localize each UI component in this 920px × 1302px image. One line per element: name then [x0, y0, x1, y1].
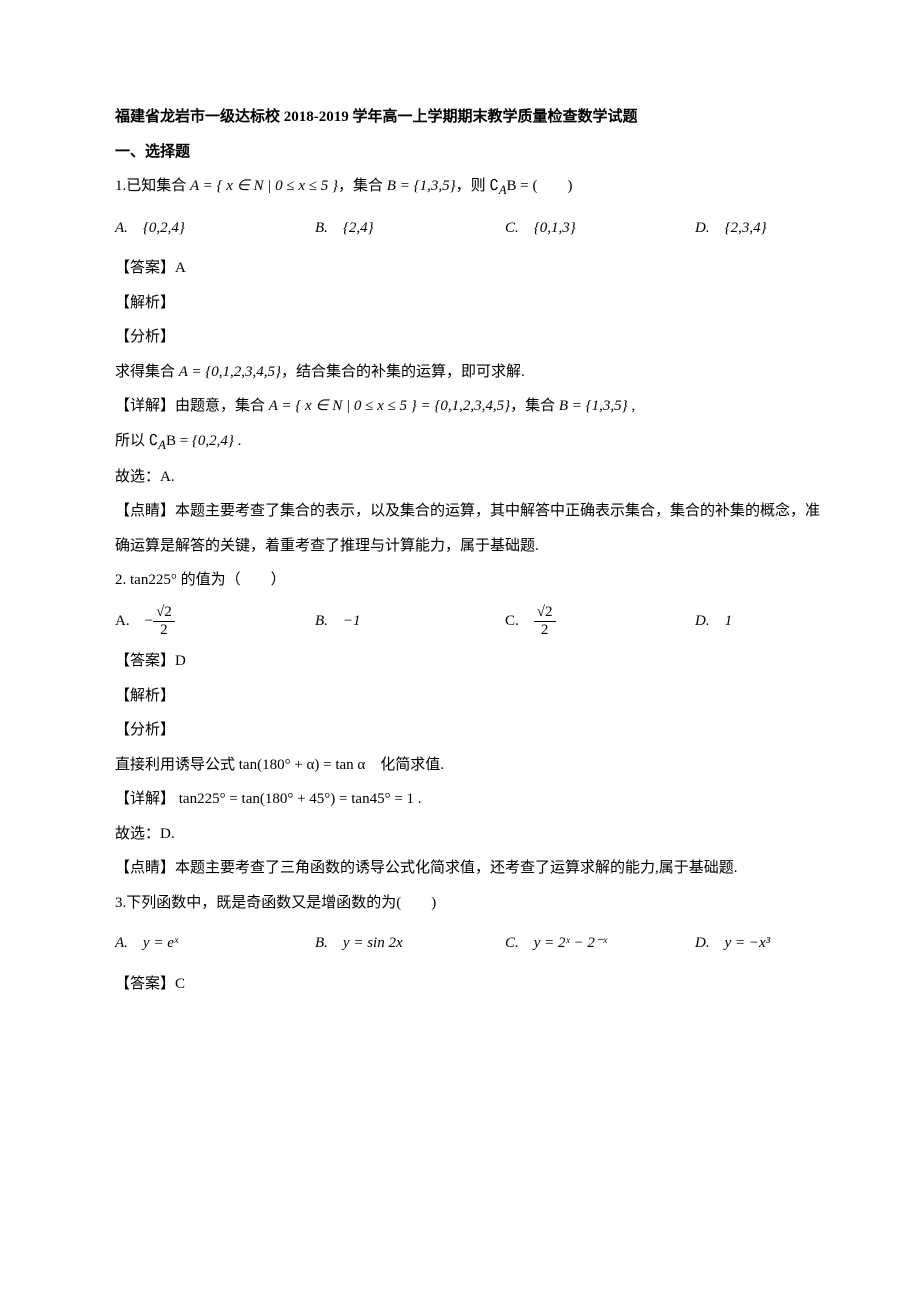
q1-fenxi: 【分析】 — [115, 320, 820, 355]
q3-answer: 【答案】C — [115, 967, 820, 1002]
q2-detail: 【详解】 tan225° = tan(180° + 45°) = tan45° … — [115, 782, 820, 817]
q1-so-set: {0,2,4} — [192, 433, 234, 449]
q2-c-num: √2 — [534, 604, 556, 622]
q2-dianjing: 【点睛】本题主要考查了三角函数的诱导公式化简求值，还考查了运算求解的能力,属于基… — [115, 851, 820, 886]
q2-fenxi-text: 直接利用诱导公式 tan(180° + α) = tan α 化简求值. — [115, 748, 820, 783]
q3-stem: 3.下列函数中，既是奇函数又是增函数的为( ) — [115, 886, 820, 921]
q1-detail-mid: ，集合 — [510, 398, 559, 414]
q2-opt-a-pre: A. — [115, 613, 145, 629]
q1-fenxi-post: ，结合集合的补集的运算，即可求解. — [281, 364, 525, 380]
q1-stem-end: B = ( ) — [507, 178, 573, 194]
q2-fenxi: 【分析】 — [115, 713, 820, 748]
q1-detail-post: , — [628, 398, 636, 414]
q1-opt-d: D. {2,3,4} — [695, 211, 820, 246]
q1-stem-post: ，则 ∁ — [456, 178, 499, 194]
q1-opt-c: C. {0,1,3} — [505, 211, 695, 246]
q2-answer: 【答案】D — [115, 644, 820, 679]
q1-stem-mid: ，集合 — [338, 178, 387, 194]
q1-jiexi: 【解析】 — [115, 286, 820, 321]
q2-stem: 2. tan225° 的值为（ ） — [115, 563, 820, 598]
q3-opt-a: A. y = eˣ — [115, 926, 315, 961]
q1-detail-pre: 【详解】由题意，集合 — [115, 398, 269, 414]
q1-fenxi-text: 求得集合 A = {0,1,2,3,4,5}，结合集合的补集的运算，即可求解. — [115, 355, 820, 390]
q1-stem-pre: 1.已知集合 — [115, 178, 190, 194]
q1-fenxi-pre: 求得集合 — [115, 364, 179, 380]
q1-so-pre: 所以 ∁ — [115, 433, 158, 449]
q1-so-sub: A — [158, 438, 166, 452]
q2-options: A. −√22 B. −1 C. √22 D. 1 — [115, 604, 820, 639]
q1-detail-B: B = {1,3,5} — [559, 398, 628, 414]
q1-options: A. {0,2,4} B. {2,4} C. {0,1,3} D. {2,3,4… — [115, 211, 820, 246]
q3-opt-c: C. y = 2ˣ − 2⁻ˣ — [505, 926, 695, 961]
q1-so-mid: B = — [166, 433, 192, 449]
section-heading: 一、选择题 — [115, 135, 820, 170]
q3-opt-d: D. y = −x³ — [695, 926, 820, 961]
q1-so-post: . — [234, 433, 242, 449]
q2-opt-c-pre: C. — [505, 613, 534, 629]
q3-opt-b: B. y = sin 2x — [315, 926, 505, 961]
q2-opt-b: B. −1 — [315, 604, 505, 639]
q1-detail: 【详解】由题意，集合 A = { x ∈ N | 0 ≤ x ≤ 5 } = {… — [115, 389, 820, 424]
q1-answer: 【答案】A — [115, 251, 820, 286]
q1-stem: 1.已知集合 A = { x ∈ N | 0 ≤ x ≤ 5 }，集合 B = … — [115, 169, 820, 205]
q2-a-num: √2 — [153, 604, 175, 622]
q1-so: 所以 ∁AB = {0,2,4} . — [115, 424, 820, 460]
q2-a-den: 2 — [153, 622, 175, 639]
q2-jiexi: 【解析】 — [115, 679, 820, 714]
q3-options: A. y = eˣ B. y = sin 2x C. y = 2ˣ − 2⁻ˣ … — [115, 926, 820, 961]
q1-opt-a: A. {0,2,4} — [115, 211, 315, 246]
q2-c-den: 2 — [534, 622, 556, 639]
q1-dianjing: 【点睛】本题主要考查了集合的表示，以及集合的运算，其中解答中正确表示集合，集合的… — [115, 494, 820, 563]
q2-opt-a: A. −√22 — [115, 604, 315, 639]
q1-set-A: A = { x ∈ N | 0 ≤ x ≤ 5 } — [190, 178, 338, 194]
q2-opt-c: C. √22 — [505, 604, 695, 639]
q1-fenxi-A: A = {0,1,2,3,4,5} — [179, 364, 281, 380]
q2-guxuan: 故选：D. — [115, 817, 820, 852]
q1-detail-A: A = { x ∈ N | 0 ≤ x ≤ 5 } = {0,1,2,3,4,5… — [269, 398, 510, 414]
q1-guxuan: 故选：A. — [115, 460, 820, 495]
q2-opt-d: D. 1 — [695, 604, 820, 639]
q1-opt-b: B. {2,4} — [315, 211, 505, 246]
q1-set-B: B = {1,3,5} — [387, 178, 456, 194]
q1-sub: A — [499, 183, 507, 197]
exam-title: 福建省龙岩市一级达标校 2018-2019 学年高一上学期期末教学质量检查数学试… — [115, 100, 820, 135]
